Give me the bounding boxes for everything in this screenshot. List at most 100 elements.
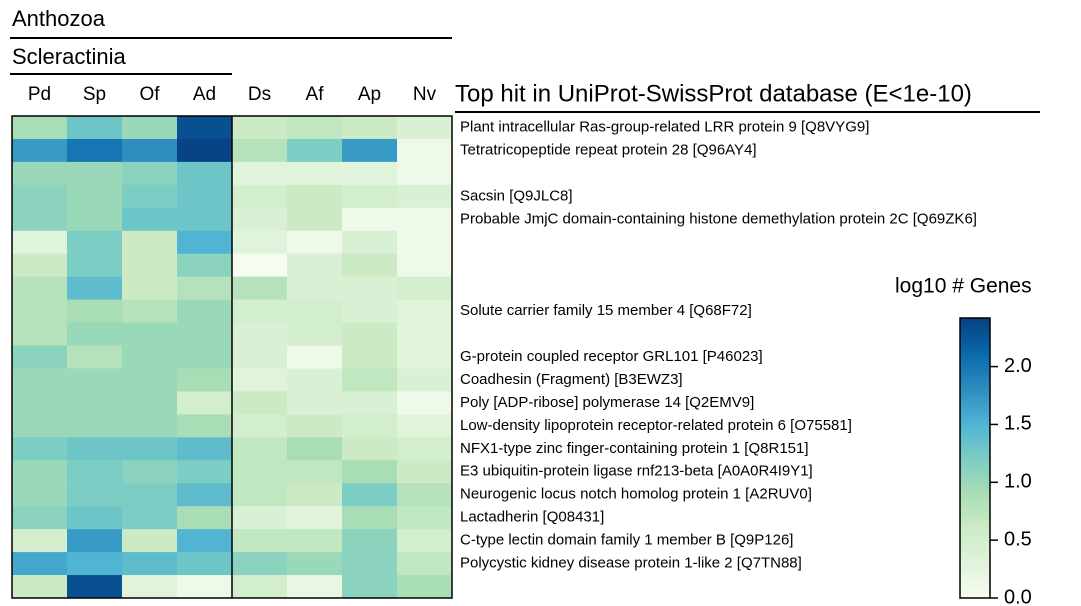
row-label: Coadhesin (Fragment) [B3EWZ3] [460, 371, 683, 388]
heatmap-cell [397, 529, 453, 553]
row-axis-title: Top hit in UniProt-SwissProt database (E… [455, 80, 972, 107]
heatmap-cell [177, 184, 233, 209]
column-label: Of [139, 84, 160, 105]
heatmap-cell [177, 529, 233, 553]
heatmap-cell [342, 552, 398, 576]
heatmap-cell [287, 529, 343, 553]
heatmap-cell [232, 207, 288, 232]
row-label: C-type lectin domain family 1 member B [… [460, 532, 793, 549]
column-label: Ad [193, 84, 216, 105]
heatmap-cell [232, 345, 288, 369]
heatmap-cell [67, 437, 123, 461]
heatmap-cell [177, 322, 233, 347]
heatmap-cell [122, 552, 178, 576]
heatmap-cell [122, 253, 178, 278]
heatmap-cell [177, 345, 233, 369]
heatmap-cell [122, 414, 178, 438]
heatmap-cell [122, 299, 178, 324]
heatmap-cell [232, 529, 288, 553]
heatmap-cell [177, 414, 233, 438]
heatmap-cell [12, 207, 68, 232]
heatmap-cell [342, 368, 398, 392]
heatmap-cell [177, 483, 233, 507]
heatmap-cell [287, 230, 343, 255]
heatmap-cell [177, 207, 233, 232]
heatmap-cell [67, 207, 123, 232]
heatmap-cell [12, 161, 68, 186]
heatmap-cell [397, 345, 453, 369]
row-label: Low-density lipoprotein receptor-related… [460, 417, 852, 434]
heatmap-cell [67, 368, 123, 392]
heatmap-cell [232, 161, 288, 186]
heatmap-cell [122, 483, 178, 507]
heatmap-cell [177, 230, 233, 255]
heatmap-cell [122, 368, 178, 392]
heatmap-cell [67, 322, 123, 347]
heatmap-cell [232, 299, 288, 324]
heatmap-cell [342, 322, 398, 347]
heatmap-cell [12, 230, 68, 255]
row-label: Lactadherin [Q08431] [460, 509, 604, 526]
row-label: Polycystic kidney disease protein 1-like… [460, 555, 802, 572]
heatmap-cell [342, 207, 398, 232]
heatmap-cell [397, 138, 453, 163]
heatmap-cell [122, 437, 178, 461]
heatmap-cell [122, 207, 178, 232]
heatmap-cell [397, 116, 453, 140]
row-label: G-protein coupled receptor GRL101 [P4602… [460, 348, 763, 365]
heatmap-cell [177, 368, 233, 392]
heatmap-cell [12, 368, 68, 392]
heatmap-cell [287, 207, 343, 232]
heatmap-cell [67, 460, 123, 484]
column-label: Af [306, 84, 325, 105]
colorbar-tick-label: 0.0 [1004, 586, 1032, 606]
heatmap-cell [12, 253, 68, 278]
heatmap-cell [122, 506, 178, 530]
heatmap-cell [342, 483, 398, 507]
group-label: Scleractinia [12, 44, 126, 69]
heatmap-cell [342, 276, 398, 301]
heatmap-cell [342, 138, 398, 163]
heatmap-cell [177, 116, 233, 140]
heatmap-cell [177, 391, 233, 415]
column-label: Ds [248, 84, 271, 105]
heatmap-cell [232, 437, 288, 461]
heatmap-cell [287, 391, 343, 415]
heatmap-cell [12, 184, 68, 209]
heatmap-cell [67, 529, 123, 553]
heatmap-cell [177, 299, 233, 324]
heatmap-cell [177, 161, 233, 186]
heatmap-cell [232, 575, 288, 599]
heatmap-cell [397, 414, 453, 438]
heatmap-cell [177, 437, 233, 461]
heatmap-cell [232, 230, 288, 255]
heatmap-cell [287, 184, 343, 209]
column-label: Ap [358, 84, 381, 105]
heatmap-cell [342, 414, 398, 438]
heatmap-cell [287, 299, 343, 324]
heatmap-cell [287, 116, 343, 140]
heatmap-cell [122, 276, 178, 301]
heatmap-cell [342, 575, 398, 599]
heatmap-cell [342, 529, 398, 553]
heatmap-cell [67, 575, 123, 599]
row-label: Plant intracellular Ras-group-related LR… [460, 118, 869, 135]
heatmap-cell [287, 414, 343, 438]
heatmap-cell [122, 161, 178, 186]
heatmap-cell [67, 299, 123, 324]
heatmap-cell [287, 276, 343, 301]
heatmap-cell [397, 552, 453, 576]
heatmap-cell [232, 184, 288, 209]
heatmap-cell [397, 575, 453, 599]
heatmap-cell [67, 230, 123, 255]
column-label: Sp [83, 84, 106, 105]
heatmap-cell [12, 322, 68, 347]
heatmap-cell [122, 322, 178, 347]
colorbar-tick-label: 0.5 [1004, 528, 1032, 550]
heatmap-cell [342, 506, 398, 530]
heatmap-cell [177, 575, 233, 599]
heatmap-cell [342, 161, 398, 186]
heatmap-cell [232, 460, 288, 484]
heatmap-cell [12, 138, 68, 163]
heatmap-cell [342, 460, 398, 484]
